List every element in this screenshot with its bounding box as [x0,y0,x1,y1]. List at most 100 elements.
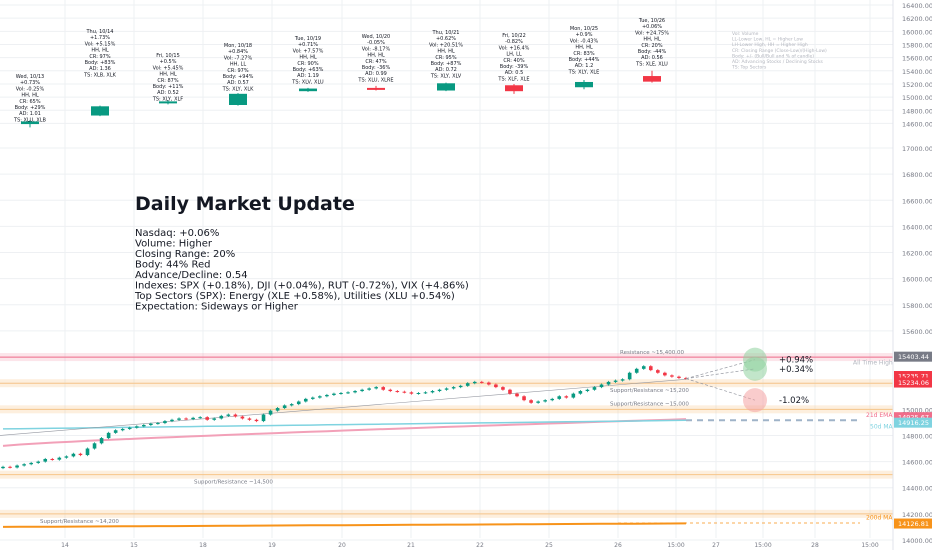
day-stat-line: Tue, 10/26 [638,18,665,24]
day-stat-line: Body: +94% [223,74,254,80]
time-tick-label: 14 [61,542,69,549]
price-tick-label: 15200.00 [902,81,932,89]
legend-block: Vol: Volume LL-Lower Low, HL = Higher Low… [731,31,827,71]
time-tick-label: 18 [199,542,207,549]
daily-candle-body [643,76,661,82]
day-stat-line: CR: 47% [365,59,386,65]
intraday-candle-body [515,393,519,397]
level-label: Resistance ~15,400.00 [620,350,684,356]
day-stat-line: CR: 87% [157,78,178,84]
day-stat-line: CR: 20% [641,43,662,49]
intraday-candle-body [163,421,167,424]
day-stat-line: HH, HL [299,55,316,61]
time-tick-label: 15:00 [861,542,878,549]
intraday-candle-body [92,443,97,449]
day-stat-line: Mon, 10/25 [570,26,598,32]
intraday-candle-body [120,428,125,431]
daily-candle-body [367,87,385,90]
daily-candle-body [91,106,109,116]
time-axis[interactable]: 14 15 18 19 20 21 22 25 26 15:00 27 15:00 28 15:00 [61,542,879,549]
day-stat-line: Body: +63% [293,67,324,73]
day-stat-line: -0.82% [505,39,523,45]
intraday-candle-body [64,456,69,458]
day-stat-line: Wed, 10/20 [362,34,391,40]
day-stat-line: Body: +87% [431,61,462,67]
daily-candle-body [437,83,455,91]
intraday-candle-body [522,396,526,401]
day-stat-line: +0.73% [20,80,40,86]
ath-label: All Time High [853,360,893,367]
intraday-candle-body [487,382,491,385]
level-label: Support/Resistance ~14,200 [40,519,119,525]
legend-line: LH-Lower High, HH = Higher High [732,42,808,48]
price-tick-label: 14200.00 [902,511,932,519]
day-stat-line: TS: XLE, XLU [635,61,668,67]
price-tick-label: 16000.00 [902,28,932,36]
day-stat-line: TS: XLU, XLRE [357,77,393,83]
intraday-candle-body [648,366,653,371]
price-tick-label: 15800.00 [902,302,932,310]
forecast-arrow [685,368,756,379]
time-tick-label: 19 [268,542,276,549]
forecast-label: +0.94% [779,356,813,366]
intraday-candle-body [374,387,378,389]
day-stat-line: LH, LL [506,52,522,58]
intraday-candle-body [613,380,618,382]
intraday-candle-body [191,417,195,420]
intraday-candle-body [318,396,322,398]
price-badge-value: 14916.25 [898,419,929,427]
price-tick-label: 14400.00 [902,485,932,493]
intraday-candle-body [142,425,146,427]
time-tick-label: 25 [545,542,553,549]
day-stat-line: AD: 1.01 [19,111,41,117]
day-stat-block: Tue, 10/19 +0.71% Vol: +7.57% HH, HL CR: 90%… [291,36,324,85]
day-stat-line: CR: 90% [297,61,318,67]
daily-candles [21,70,661,128]
intraday-candle-body [444,388,449,390]
legend-line: Vol: Volume [732,31,759,37]
intraday-candle-body [275,408,280,411]
day-stat-block: Fri, 10/22 -0.82% Vol: +16.4% LH, LL CR: 40%… [497,33,529,82]
day-stat-block: Mon, 10/18 +0.84% Vol: -7.27% HH, LL CR: 97%… [222,43,254,92]
summary-line: Advance/Decline: 0.54 [135,270,248,281]
day-stat-line: AD: 0.57 [227,80,249,86]
price-tick-label: 14600.00 [902,459,932,467]
legend-line: LL-Lower Low, HL = Higher Low [732,37,803,43]
day-stat-line: HH, HL [437,49,454,55]
day-stat-line: Body: +29% [15,105,46,111]
day-stat-line: +0.5% [160,59,177,65]
day-stat-line: Fri, 10/22 [502,33,526,39]
ma200-label: 200d MA [866,515,893,522]
price-badge-value: 15403.44 [898,353,929,361]
intraday-candle-body [367,388,371,390]
day-stat-line: Vol: -0.43% [570,38,599,44]
intraday-candle-body [663,372,667,376]
level-label: Support/Resistance ~15,200 [610,388,689,394]
ma200-line [2,522,687,528]
price-tick-label: 17000.00 [902,145,932,153]
price-axis[interactable]: 16400.00 16200.00 16000.00 15800.00 15600.00… [892,0,932,550]
daily-candle-body [159,101,177,104]
summary-title: Daily Market Update [135,193,355,215]
intraday-candle-body [571,393,576,398]
intraday-candle-body [219,415,224,419]
day-stat-line: HH, HL [21,93,38,99]
day-stat-line: HH, HL [367,53,384,59]
day-stat-line: Body: -39% [500,64,529,70]
day-stat-line: AD: 0.72 [435,67,457,73]
intraday-candle-body [480,381,484,383]
day-stat-line: TS: XLB, XLK [83,72,117,78]
intraday-candle-body [134,426,139,428]
intraday-candle-body [205,417,209,420]
intraday-candle-body [233,414,238,417]
day-stat-line: CR: 83% [573,51,594,57]
price-badge [894,417,932,428]
price-tick-label: 14000.00 [902,537,932,545]
day-stat-line: Tue, 10/19 [294,36,321,42]
daily-candle-body [299,88,317,92]
price-tick-label: 14800.00 [902,107,932,115]
legend-line: TS: Top Sectors [731,65,767,71]
day-stat-block: Tue, 10/26 +0.06% Vol: +24.75% HH, HL CR: 20… [635,18,669,67]
day-stat-line: +0.84% [228,49,248,55]
